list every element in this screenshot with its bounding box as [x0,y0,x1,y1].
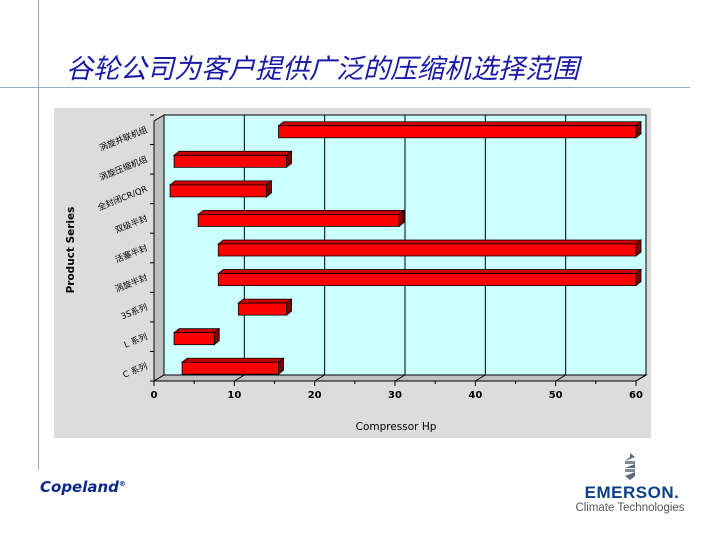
y-category-label: 双级半封 [113,213,149,236]
x-tick-label: 60 [629,390,643,401]
x-gridline-floor [475,374,486,382]
y-category-label: 涡旋压缩机组 [98,154,150,183]
bar-top-face [237,298,293,304]
bar-top-face [277,121,643,127]
bar [173,332,215,346]
emerson-logo: EMERSON. [584,483,680,502]
title-underline [0,87,690,88]
bar [237,302,287,316]
bar-top-face [172,328,221,334]
bar [278,125,637,139]
y-category-label: 全封闭CR/QR [96,183,149,213]
copeland-logo-text: Copeland [40,478,119,496]
x-tick-label: 30 [388,390,402,401]
emerson-emblem-icon [625,453,635,480]
chart-panel: 0 10 20 30 40 50 60 C 系列 L 系列 3S系列 涡旋半封 活塞半封 双级半封 全封闭… [54,108,651,438]
y-category-label: C 系列 [121,361,149,381]
x-tick-label: 50 [549,390,563,401]
bar [217,273,637,286]
x-gridline-floor [555,374,566,382]
copeland-logo: Copeland® [40,478,126,496]
bar [173,154,287,168]
y-category-label: 3S系列 [119,302,149,323]
y-axis-title: Product Series [65,207,77,294]
plot-left-wall [153,114,165,382]
bar-top-face [180,357,285,363]
y-category-label: 涡旋半封 [113,272,149,295]
x-tick-label: 0 [151,390,158,401]
slide-title: 谷轮公司为客户提供广泛的压缩机选择范围 [66,54,579,85]
bar [197,214,400,227]
bar [217,243,637,257]
y-category-label: 涡旋并联机组 [98,124,150,153]
x-axis-title: Compressor Hp [356,421,437,433]
bar-chart: 0 10 20 30 40 50 60 C 系列 L 系列 3S系列 涡旋半封 活塞半封 双级半封全封闭… [65,114,648,433]
bar-top-face [168,180,273,186]
bar-top-face [172,150,293,156]
left-accent-line [38,0,39,470]
x-gridline-floor [394,374,406,382]
bar-top-face [217,269,643,274]
x-tick-label: 10 [227,390,241,401]
bar [181,361,279,375]
bar-top-face [197,210,406,215]
y-category-label: L 系列 [122,331,149,350]
x-gridline-floor [314,374,325,382]
x-tick-label: 40 [468,390,482,401]
x-gridline-floor [234,374,245,382]
bar [169,184,267,198]
bar-top-face [217,239,643,245]
y-category-label: 活塞半封 [113,242,149,265]
x-gridline-floor [635,374,647,382]
emerson-tagline: Climate Technologies [575,502,685,514]
x-tick-label: 20 [308,390,322,401]
